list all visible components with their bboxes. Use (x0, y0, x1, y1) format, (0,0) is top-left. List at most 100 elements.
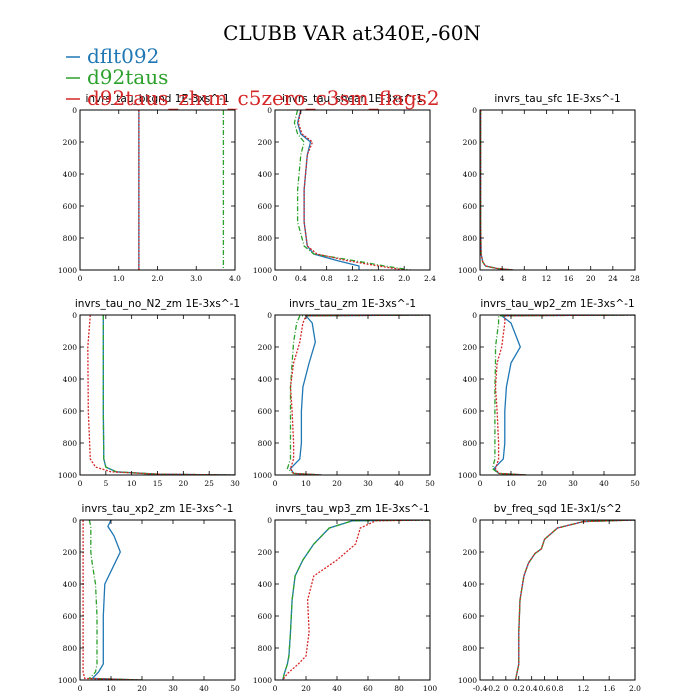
y-tick-label: 1000 (58, 676, 77, 685)
x-tick-label: 2.0 (398, 274, 410, 283)
panel-title: invrs_tau_bkgnd 1E-3xs^-1 (85, 93, 229, 105)
x-tick-label: 0.6 (539, 684, 551, 693)
x-tick-label: 2.4 (424, 274, 436, 283)
x-tick-label: 1.6 (603, 684, 615, 693)
y-tick-label: 0 (72, 516, 77, 525)
y-tick-label: 200 (463, 548, 478, 557)
series-group (138, 110, 225, 270)
series-line (102, 315, 235, 475)
x-tick-label: 0 (273, 479, 278, 488)
panel-7: invrs_tau_xp2_zm 1E-3xs^-102004006008001… (58, 503, 240, 693)
panel-title: invrs_tau_xp2_zm 1E-3xs^-1 (82, 503, 234, 515)
y-tick-label: 800 (63, 439, 78, 448)
series-line (494, 315, 635, 475)
y-tick-label: 200 (463, 138, 478, 147)
x-tick-label: 16 (564, 274, 574, 283)
panel-title: invrs_tau_no_N2_zm 1E-3xs^-1 (75, 298, 240, 310)
plot-frame (274, 519, 431, 681)
series-line (87, 520, 143, 680)
x-tick-label: 0 (478, 479, 483, 488)
panel-4: invrs_tau_no_N2_zm 1E-3xs^-1020040060080… (58, 298, 240, 488)
y-tick-label: 1000 (58, 471, 77, 480)
panel-1: invrs_tau_bkgnd 1E-3xs^-1 0 200 400 600 800 10… (58, 93, 241, 283)
y-tick-label: 800 (63, 234, 78, 243)
y-tick-label: 200 (258, 548, 273, 557)
legend-label: d92taus_zhun_c5zero_c3sm_flags2 (87, 86, 440, 110)
series-line (90, 520, 143, 680)
legend-item-d92taus: d92taus (66, 65, 168, 89)
panel-9: bv_freq_sqd 1E-3x1/s^2 0 200 400 600 800 1000-… (458, 503, 641, 693)
x-tick-label: 40 (332, 684, 342, 693)
panel-6: invrs_tau_wp2_zm 1E-3xs^-102004006008001… (458, 298, 640, 488)
x-tick-label: 24 (608, 274, 618, 283)
x-tick-label: 20 (537, 479, 547, 488)
series-line (293, 110, 411, 270)
x-tick-label: 2.0 (152, 274, 164, 283)
x-tick-label: 20 (332, 479, 342, 488)
y-tick-label: 600 (258, 407, 273, 416)
x-tick-label: 0 (503, 684, 508, 693)
series-line (286, 315, 430, 475)
y-tick-label: 600 (258, 202, 273, 211)
x-tick-label: 1.6 (372, 274, 384, 283)
y-tick-label: 0 (267, 516, 272, 525)
y-tick-label: 0 (472, 311, 477, 320)
figure-title: CLUBB VAR at340E,-60N (223, 21, 481, 45)
series-line (289, 315, 430, 475)
y-tick-label: 0 (267, 106, 272, 115)
x-tick-label: 0 (78, 479, 83, 488)
series-line (289, 315, 430, 475)
y-tick-label: 800 (258, 439, 273, 448)
series-line (282, 520, 430, 680)
y-tick-label: 1000 (58, 266, 77, 275)
x-tick-label: -0.4 (473, 684, 488, 693)
x-tick-label: 4.0 (229, 274, 241, 283)
y-tick-label: 1000 (458, 266, 477, 275)
x-tick-label: 0.8 (552, 684, 564, 693)
panel-title: invrs_tau_sfc 1E-3xs^-1 (494, 93, 620, 105)
y-tick-label: 600 (63, 407, 78, 416)
x-tick-label: 10 (301, 479, 311, 488)
series-line (514, 520, 635, 680)
y-tick-label: 200 (258, 138, 273, 147)
y-tick-label: 400 (63, 375, 78, 384)
y-tick-label: 800 (463, 234, 478, 243)
x-tick-label: -0.2 (486, 684, 501, 693)
x-tick-label: 4 (500, 274, 505, 283)
series-group (87, 315, 235, 475)
y-tick-label: 600 (463, 202, 478, 211)
x-tick-label: 15 (153, 479, 163, 488)
plot-frame (479, 109, 636, 271)
x-tick-label: 50 (630, 479, 640, 488)
y-tick-label: 200 (258, 343, 273, 352)
y-tick-label: 0 (72, 311, 77, 320)
y-tick-label: 0 (72, 106, 77, 115)
x-tick-label: 2.0 (629, 684, 641, 693)
y-tick-label: 800 (463, 644, 478, 653)
series-line (480, 110, 514, 270)
y-tick-label: 600 (463, 612, 478, 621)
x-tick-label: 10 (127, 479, 137, 488)
panel-title: invrs_tau_wp3_zm 1E-3xs^-1 (275, 503, 429, 515)
y-tick-label: 1000 (253, 266, 272, 275)
y-tick-label: 200 (63, 343, 78, 352)
x-tick-label: 0.2 (513, 684, 525, 693)
x-tick-label: 25 (204, 479, 214, 488)
y-tick-label: 1000 (253, 676, 272, 685)
y-tick-label: 400 (258, 580, 273, 589)
y-tick-label: 1000 (253, 471, 272, 480)
y-tick-label: 400 (463, 375, 478, 384)
x-tick-label: 20 (179, 479, 189, 488)
x-tick-label: 0 (78, 684, 83, 693)
legend: dflt092 d92taus d92taus_zhun_c5zero_c3sm… (66, 44, 440, 110)
x-tick-label: 1.2 (347, 274, 359, 283)
x-tick-label: 0 (78, 274, 83, 283)
y-tick-label: 400 (463, 170, 478, 179)
series-group (491, 315, 635, 475)
legend-item-d92taus-zhun: d92taus_zhun_c5zero_c3sm_flags2 (66, 86, 440, 110)
series-group (293, 110, 411, 270)
y-tick-label: 0 (472, 106, 477, 115)
x-tick-label: 40 (599, 479, 609, 488)
x-tick-label: 30 (230, 479, 240, 488)
x-tick-label: 0.4 (526, 684, 538, 693)
